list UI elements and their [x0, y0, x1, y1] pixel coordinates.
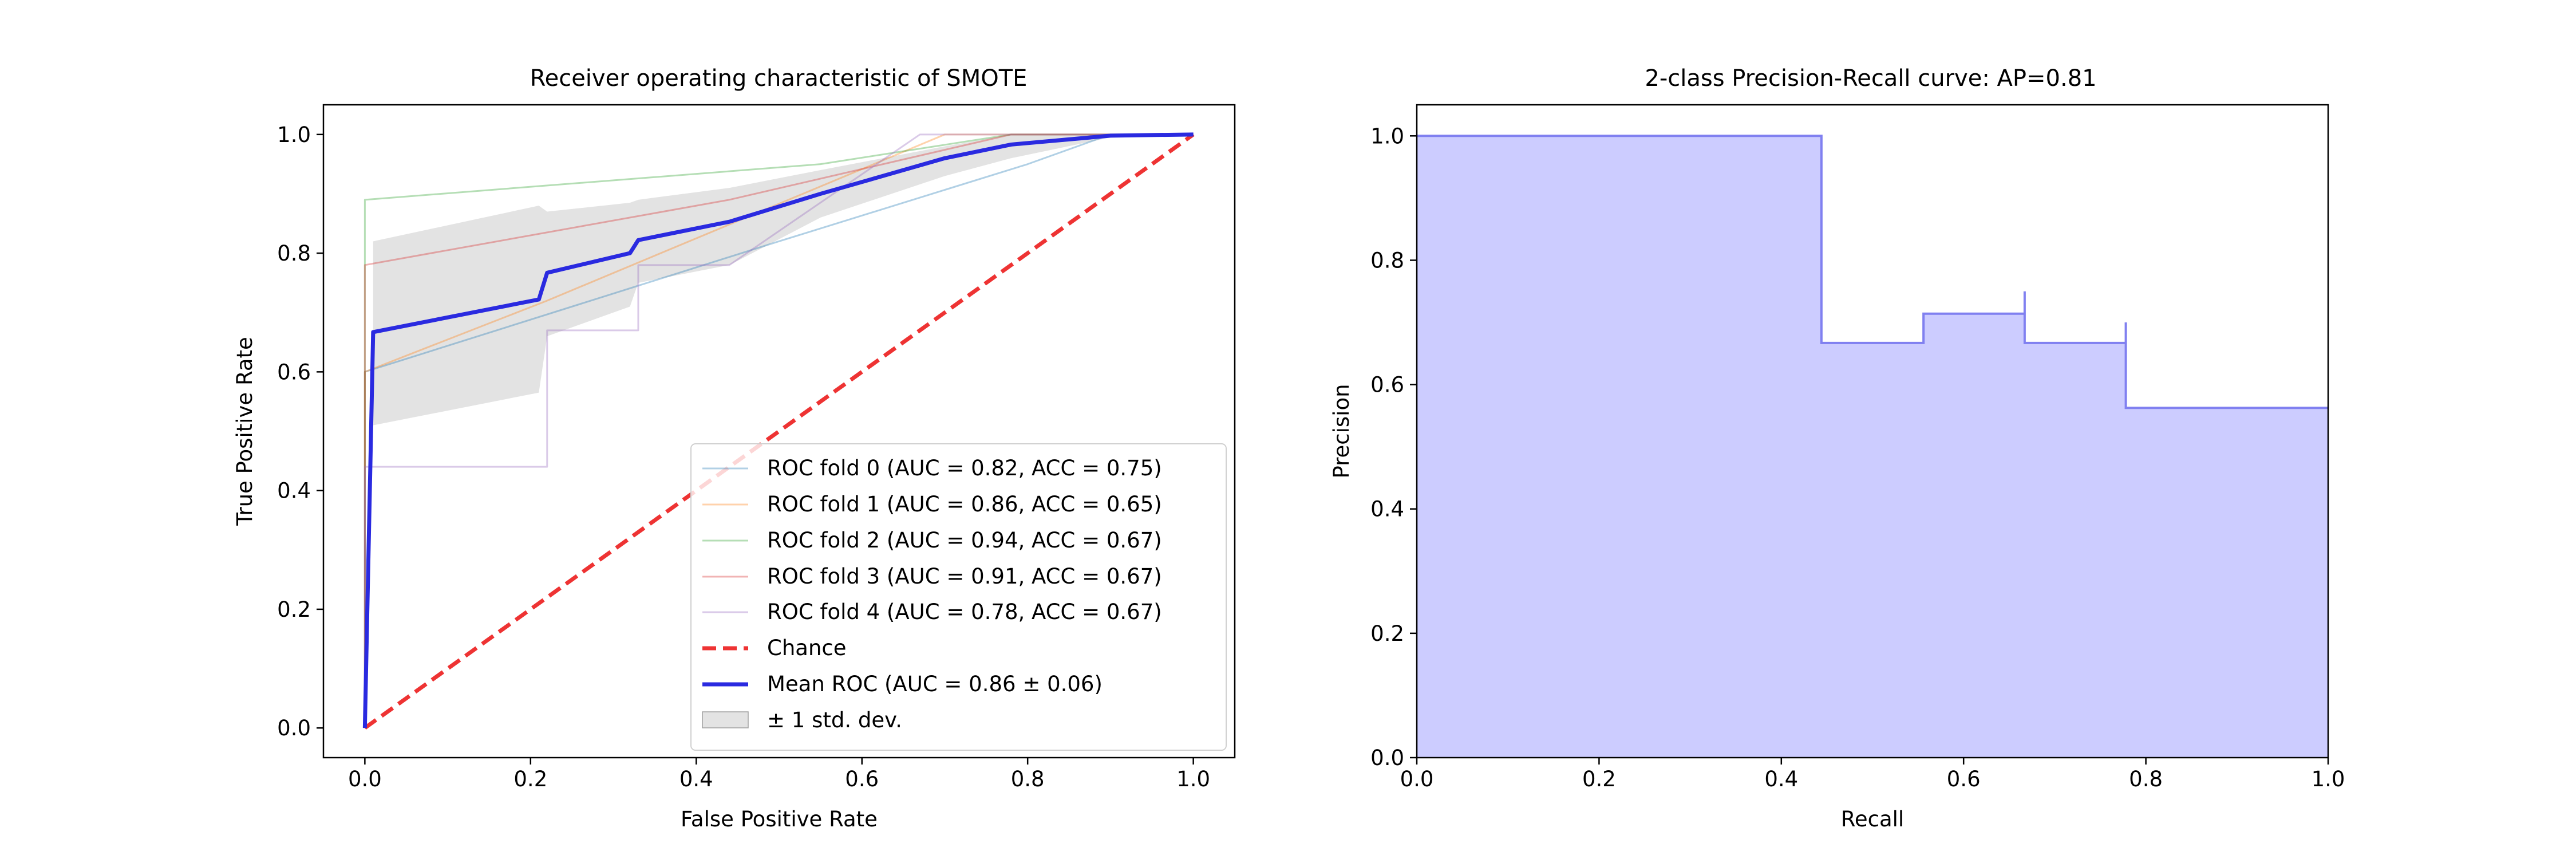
pr-y-axis-label: Precision	[1329, 384, 1354, 478]
legend-label-fold-2: ROC fold 2 (AUC = 0.94, ACC = 0.67)	[767, 528, 1162, 553]
legend-label-fold-4: ROC fold 4 (AUC = 0.78, ACC = 0.67)	[767, 600, 1162, 624]
roc-x-tick-label: 0.2	[513, 767, 547, 791]
pr-area-layer	[1417, 135, 2328, 758]
pr-y-tick-label: 0.4	[1370, 497, 1404, 522]
legend-label-fold-0: ROC fold 0 (AUC = 0.82, ACC = 0.75)	[767, 456, 1162, 480]
pr-curve-line	[1417, 135, 2328, 409]
roc-x-axis-label: False Positive Rate	[681, 807, 878, 832]
roc-plot-frame	[322, 104, 1236, 759]
pr-chart: 2-class Precision-Recall curve: AP=0.81 …	[1329, 65, 2345, 832]
pr-x-tick-label: 0.6	[1947, 767, 1981, 791]
pr-y-axis-ticks: 0.0 0.2 0.4 0.6 0.8 1.0	[1370, 124, 1417, 770]
legend-swatch-std-band	[702, 711, 749, 728]
roc-y-tick-label: 0.8	[277, 241, 311, 266]
legend-label-chance: Chance	[767, 636, 847, 660]
roc-x-axis-ticks: 0.0 0.2 0.4 0.6 0.8 1.0	[348, 758, 1210, 791]
legend-label-mean-roc: Mean ROC (AUC = 0.86 ± 0.06)	[767, 672, 1103, 696]
pr-x-axis-label: Recall	[1841, 807, 1904, 832]
roc-fold-2-line	[364, 133, 1194, 728]
chance-line	[364, 132, 1195, 730]
roc-y-tick-label: 0.6	[277, 360, 311, 384]
roc-y-tick-label: 0.0	[277, 716, 311, 740]
pr-y-tick-label: 1.0	[1370, 124, 1404, 148]
pr-area-fill	[1417, 136, 2328, 758]
pr-x-tick-label: 0.8	[2129, 767, 2163, 791]
roc-fold-4-line	[364, 133, 1194, 728]
pr-plot-frame	[1416, 104, 2329, 759]
pr-x-tick-label: 1.0	[2312, 767, 2345, 791]
legend-label-fold-3: ROC fold 3 (AUC = 0.91, ACC = 0.67)	[767, 564, 1162, 589]
roc-y-tick-label: 1.0	[277, 123, 311, 147]
roc-x-tick-label: 1.0	[1176, 767, 1210, 791]
roc-y-axis-ticks: 0.0 0.2 0.4 0.6 0.8 1.0	[277, 123, 323, 740]
pr-x-tick-label: 0.0	[1400, 767, 1434, 791]
pr-y-tick-label: 0.6	[1370, 373, 1404, 397]
roc-x-tick-label: 0.4	[679, 767, 713, 791]
roc-std-band	[373, 134, 1194, 425]
legend-label-fold-1: ROC fold 1 (AUC = 0.86, ACC = 0.65)	[767, 492, 1162, 517]
roc-legend: ROC fold 0 (AUC = 0.82, ACC = 0.75) ROC …	[690, 443, 1227, 751]
roc-y-tick-label: 0.4	[277, 479, 311, 503]
pr-chart-title: 2-class Precision-Recall curve: AP=0.81	[1645, 65, 2096, 92]
pr-x-tick-label: 0.2	[1582, 767, 1616, 791]
legend-label-std-band: ± 1 std. dev.	[767, 708, 902, 732]
pr-x-axis-ticks: 0.0 0.2 0.4 0.6 0.8 1.0	[1400, 758, 2345, 791]
roc-std-band-layer	[373, 134, 1194, 425]
roc-chart-title: Receiver operating characteristic of SMO…	[530, 65, 1028, 92]
roc-legend-box	[690, 443, 1227, 751]
roc-x-tick-label: 0.8	[1011, 767, 1045, 791]
pr-y-tick-label: 0.0	[1370, 746, 1404, 770]
roc-y-tick-label: 0.2	[277, 597, 311, 622]
pr-y-tick-label: 0.8	[1370, 248, 1404, 273]
roc-series-layer	[362, 132, 1195, 730]
roc-y-axis-label: True Positive Rate	[232, 337, 257, 526]
mean-roc-line	[362, 132, 1194, 728]
roc-fold-3-line	[364, 133, 1194, 728]
roc-chart: Receiver operating characteristic of SMO…	[232, 65, 1236, 832]
pr-y-tick-label: 0.2	[1370, 621, 1404, 646]
roc-x-tick-label: 0.6	[845, 767, 879, 791]
pr-x-tick-label: 0.4	[1764, 767, 1798, 791]
roc-x-tick-label: 0.0	[348, 767, 382, 791]
